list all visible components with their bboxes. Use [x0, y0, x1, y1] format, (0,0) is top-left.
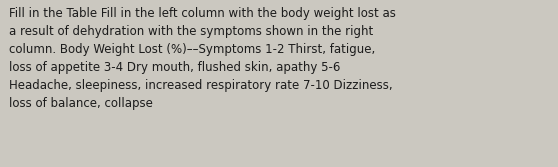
Text: Fill in the Table Fill in the left column with the body weight lost as
a result : Fill in the Table Fill in the left colum… — [9, 7, 396, 110]
